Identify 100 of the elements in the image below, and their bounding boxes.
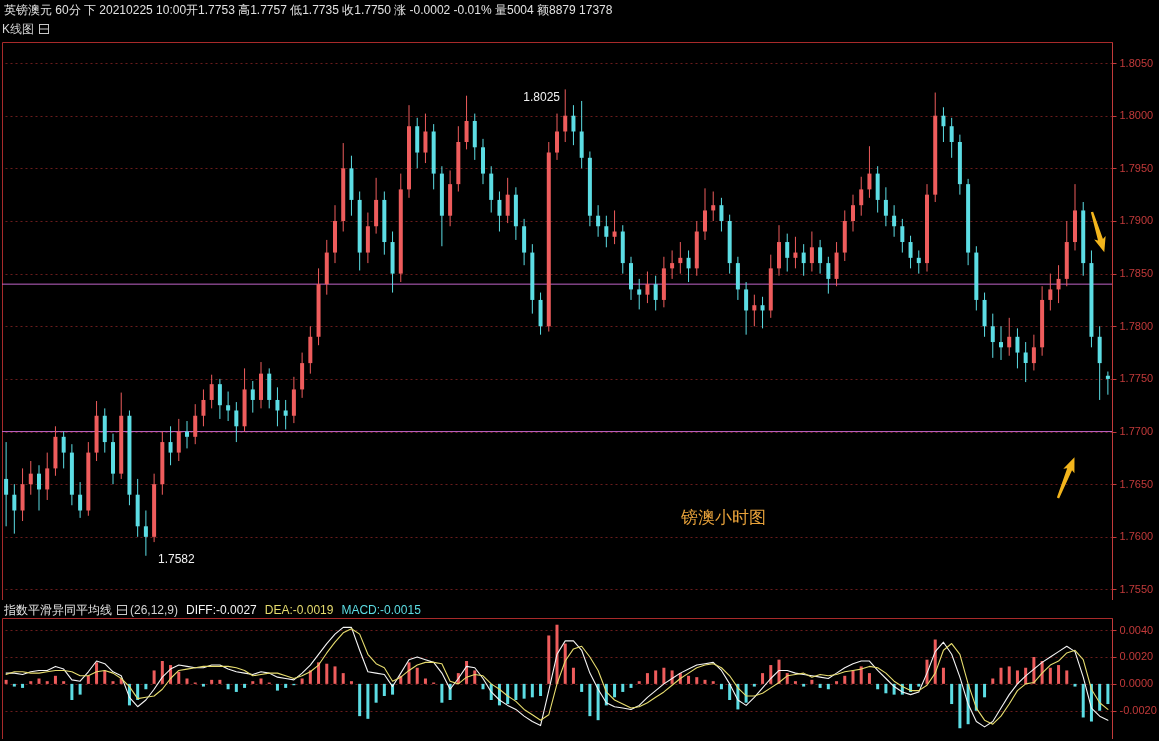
- bar: [37, 678, 41, 684]
- candlestick: [686, 249, 691, 283]
- candlestick: [28, 460, 33, 496]
- y-tick-label: -0.0020: [1119, 704, 1157, 717]
- candlestick: [744, 281, 749, 336]
- candlestick: [497, 191, 502, 233]
- bar: [654, 670, 658, 684]
- bar: [349, 681, 353, 684]
- bar: [580, 683, 584, 692]
- bar: [1081, 683, 1085, 718]
- bar: [687, 675, 691, 684]
- bar: [251, 681, 255, 684]
- chart-subtitle: K线图: [2, 21, 35, 37]
- candlestick: [168, 425, 173, 466]
- bar: [645, 673, 649, 684]
- candlestick: [637, 278, 642, 310]
- bar: [703, 679, 707, 684]
- bar: [366, 683, 370, 719]
- bar: [999, 667, 1003, 684]
- bar: [843, 675, 847, 684]
- candlestick: [4, 441, 9, 527]
- bar: [958, 683, 962, 729]
- candlestick: [1023, 341, 1028, 383]
- bar: [185, 678, 189, 684]
- bar: [1065, 670, 1069, 684]
- candlestick: [176, 418, 181, 462]
- candlestick: [678, 241, 683, 275]
- bar: [275, 683, 279, 691]
- series-label: DEA:-0.0019: [264, 602, 334, 618]
- candlestick: [711, 191, 716, 222]
- candlestick: [916, 249, 921, 275]
- bar: [785, 673, 789, 684]
- candlestick: [201, 388, 206, 427]
- text: DIFF:-0.0027: [186, 602, 257, 618]
- bar: [1048, 667, 1052, 684]
- bar: [78, 683, 82, 695]
- candlestick: [596, 204, 601, 238]
- bar: [621, 683, 625, 692]
- bar: [1057, 665, 1061, 684]
- y-tick-label: 1.7550: [1119, 582, 1154, 595]
- bar: [522, 683, 526, 699]
- bar: [29, 681, 33, 684]
- bar: [415, 667, 419, 684]
- bar: [1106, 683, 1110, 705]
- bar: [917, 683, 921, 687]
- bar: [341, 673, 345, 684]
- bar: [45, 681, 49, 684]
- y-tick-label: 1.7850: [1119, 267, 1154, 280]
- candlestick: [45, 452, 50, 501]
- bar: [21, 683, 25, 688]
- bar: [284, 683, 288, 688]
- bar: [613, 683, 617, 698]
- candlestick: [1105, 371, 1110, 396]
- candlestick: [250, 380, 255, 414]
- y-tick-label: 1.7800: [1119, 319, 1154, 332]
- y-tick-label: 1.7700: [1119, 425, 1154, 438]
- text: MACD:-0.0015: [341, 602, 421, 618]
- bar: [177, 671, 181, 684]
- annotation: 镑澳小时图: [679, 507, 766, 527]
- candlestick: [941, 106, 946, 143]
- candlestick: [571, 104, 576, 146]
- y-tick-label: 0.0000: [1119, 677, 1154, 690]
- bar: [530, 683, 534, 698]
- candlestick: [234, 401, 239, 443]
- bar: [440, 683, 444, 703]
- bar: [818, 683, 822, 688]
- bar: [62, 681, 66, 684]
- bar: [506, 683, 510, 705]
- bar: [333, 666, 337, 684]
- bar: [514, 683, 518, 701]
- candlestick: [78, 481, 83, 519]
- bar: [1073, 683, 1077, 687]
- candlestick: [999, 325, 1003, 361]
- bar: [423, 678, 427, 684]
- bar: [218, 679, 222, 684]
- bar: [481, 683, 485, 690]
- candlestick: [12, 483, 17, 535]
- candlestick: [670, 249, 675, 280]
- bar: [53, 675, 57, 684]
- candlestick: [1056, 264, 1061, 304]
- y-tick-label: 1.7750: [1119, 372, 1154, 385]
- bar: [695, 677, 699, 684]
- candlestick: [719, 197, 724, 233]
- candlestick: [612, 209, 617, 245]
- candlestick: [949, 117, 954, 159]
- bar: [226, 683, 230, 690]
- bar: [571, 667, 575, 684]
- candlestick: [867, 145, 872, 199]
- candlestick: [604, 215, 609, 248]
- bar: [802, 683, 806, 687]
- bar: [201, 683, 205, 687]
- chart-title: 指数平滑异同平均线: [4, 602, 112, 618]
- candlestick: [61, 431, 66, 469]
- candlestick: [226, 391, 231, 422]
- y-tick-label: 1.7900: [1119, 214, 1154, 227]
- bar: [810, 679, 814, 684]
- candlestick: [908, 235, 913, 269]
- bar: [876, 683, 880, 690]
- bar: [259, 678, 263, 684]
- bar: [473, 670, 477, 684]
